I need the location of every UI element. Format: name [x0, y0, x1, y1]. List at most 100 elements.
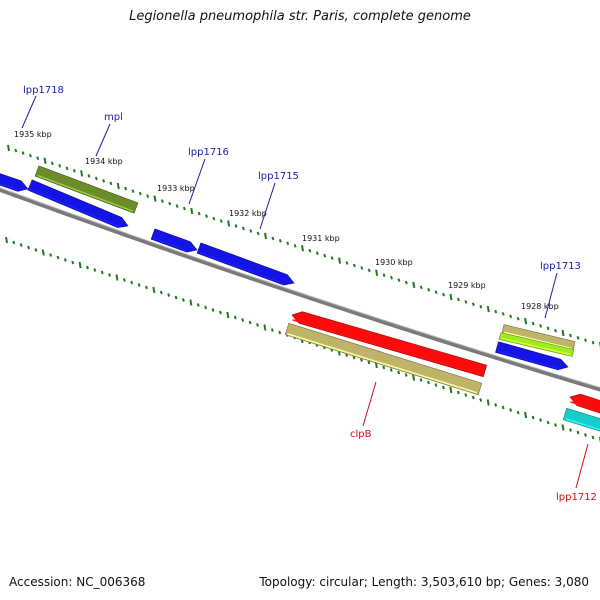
- tick-mark: [34, 248, 38, 252]
- kbp-label: 1929 kbp: [448, 281, 486, 290]
- tick-mark: [94, 176, 98, 181]
- tick-mark: [5, 236, 8, 244]
- map-title: Legionella pneumophila str. Paris, compl…: [129, 9, 471, 24]
- tick-mark: [397, 370, 401, 375]
- tick-mark: [108, 273, 112, 277]
- tick-mark: [14, 148, 18, 153]
- gene-arrow-highlight: [30, 188, 119, 227]
- tick-mark: [419, 378, 423, 382]
- tick-mark: [160, 199, 164, 203]
- tick-mark: [190, 207, 194, 215]
- gene-arrow: [0, 173, 29, 192]
- tick-mark: [271, 236, 275, 241]
- tick-mark: [293, 243, 297, 248]
- tick-mark: [56, 255, 60, 260]
- tick-mark: [256, 323, 259, 327]
- tick-mark: [524, 317, 528, 325]
- tick-mark: [397, 278, 401, 282]
- gene-arrow: [495, 341, 569, 371]
- tick-mark: [174, 295, 178, 300]
- gene-label-leader: [259, 182, 276, 230]
- tick-mark: [434, 383, 438, 387]
- tick-mark: [58, 163, 62, 168]
- tick-mark: [382, 365, 386, 370]
- tick-mark: [494, 403, 498, 407]
- kbp-label: 1931 kbp: [302, 234, 340, 243]
- tick-mark: [286, 241, 290, 246]
- tick-mark: [389, 368, 393, 372]
- tick-mark: [263, 324, 267, 331]
- gene-label-reverse: lpp1712: [556, 492, 597, 503]
- tick-mark: [278, 239, 282, 243]
- gene-arrow-body: [34, 165, 139, 214]
- tick-mark: [152, 286, 156, 294]
- backbone-highlight: [0, 187, 600, 389]
- tick-mark: [115, 274, 119, 281]
- tick-mark: [449, 293, 453, 301]
- gene-arrow-highlight: [292, 319, 483, 376]
- tick-mark: [153, 195, 157, 202]
- tick-mark: [50, 161, 54, 166]
- tick-mark: [516, 410, 520, 415]
- gene-label-forward: lpp1715: [258, 171, 299, 182]
- tick-mark: [27, 245, 31, 250]
- tick-mark: [367, 268, 371, 273]
- tick-mark: [175, 204, 179, 208]
- tick-mark: [196, 303, 200, 307]
- gene-arrow-body: [27, 179, 129, 228]
- tick-mark: [591, 435, 595, 440]
- tick-mark: [256, 231, 260, 236]
- tick-mark: [486, 305, 490, 313]
- tick-mark: [78, 261, 82, 269]
- gene-label-forward: lpp1713: [540, 261, 581, 272]
- tick-mark: [226, 311, 230, 319]
- tick-mark: [145, 285, 148, 290]
- gene-label-reverse: clpB: [350, 429, 372, 440]
- tick-mark: [270, 328, 274, 332]
- gene-arrow-body: [495, 341, 569, 371]
- gene-arrow: [27, 179, 129, 228]
- tick-mark: [181, 298, 185, 302]
- tick-mark: [464, 300, 468, 304]
- tick-mark: [241, 226, 245, 231]
- genome-summary-text: Topology: circular; Length: 3,503,610 bp…: [259, 575, 589, 589]
- gene-label-leader: [21, 95, 37, 129]
- tick-mark: [509, 314, 513, 319]
- gene-arrow: [498, 332, 575, 357]
- tick-mark: [427, 287, 431, 292]
- gene-arrow-highlight: [501, 337, 571, 356]
- tick-mark: [63, 258, 67, 262]
- tick-mark: [531, 415, 535, 420]
- tick-mark: [323, 253, 327, 258]
- tick-mark: [100, 270, 104, 275]
- tick-mark: [375, 269, 379, 276]
- kbp-label: 1934 kbp: [85, 157, 123, 166]
- kbp-label: 1933 kbp: [157, 184, 195, 193]
- gene-arrow-highlight: [570, 401, 600, 413]
- tick-mark: [248, 320, 252, 325]
- tick-mark: [43, 157, 47, 164]
- tick-mark: [412, 281, 416, 289]
- tick-mark: [524, 411, 528, 419]
- tick-mark: [569, 428, 572, 432]
- kbp-label: 1935 kbp: [14, 130, 52, 139]
- gene-arrow: [150, 228, 198, 253]
- tick-mark: [41, 249, 45, 256]
- tick-mark: [457, 297, 460, 302]
- tick-mark: [591, 340, 595, 345]
- tick-mark: [516, 316, 520, 321]
- tick-mark: [138, 191, 142, 196]
- tick-mark: [569, 333, 572, 338]
- tick-mark: [479, 304, 483, 309]
- gene-arrow-highlight: [199, 251, 285, 285]
- gene-arrow: [569, 393, 600, 414]
- tick-mark: [479, 398, 483, 402]
- tick-mark: [233, 315, 237, 320]
- tick-mark: [561, 424, 565, 431]
- tick-mark: [159, 290, 163, 295]
- tick-mark: [21, 151, 25, 155]
- tick-mark: [449, 386, 453, 394]
- gene-label-leader: [188, 158, 206, 205]
- tick-mark: [12, 240, 16, 245]
- tick-mark: [576, 336, 580, 340]
